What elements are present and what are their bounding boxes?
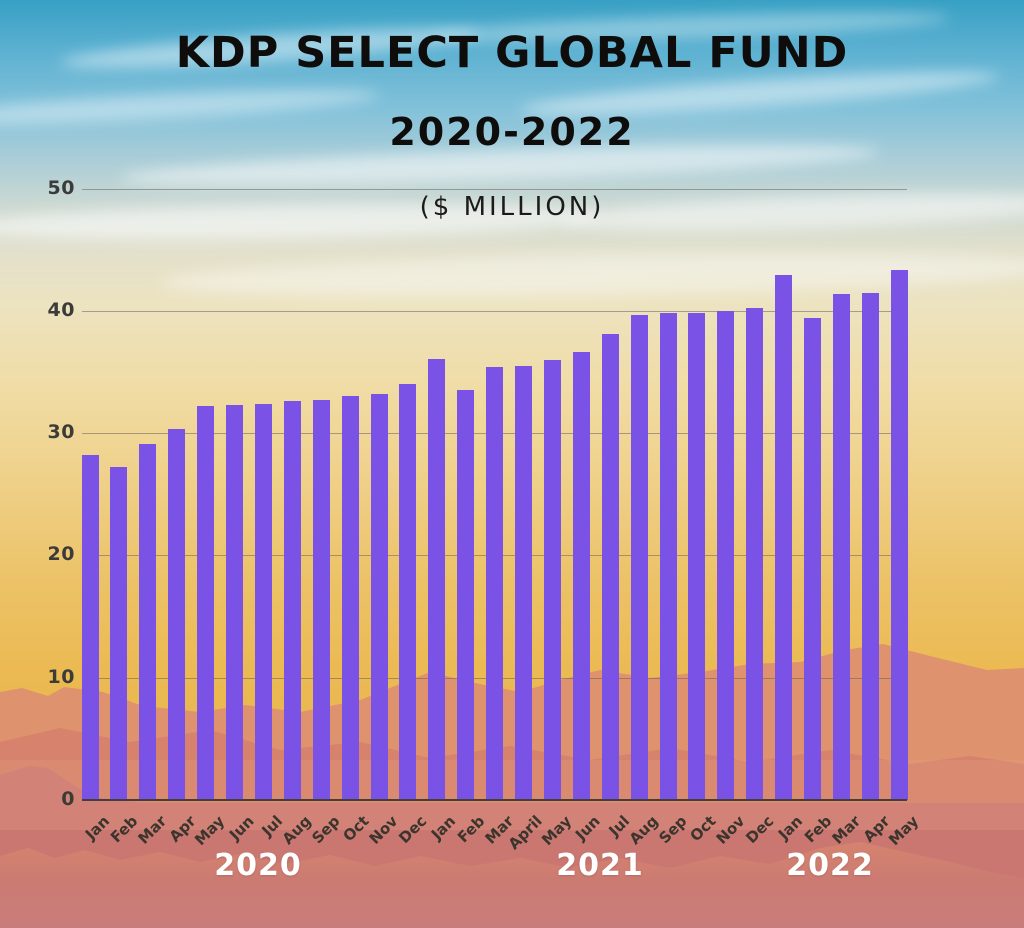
y-axis-tick-label: 40 xyxy=(47,298,75,321)
year-label-2020: 2020 xyxy=(214,848,302,883)
bar-may-4 xyxy=(197,406,215,800)
y-axis-tick-label: 30 xyxy=(47,421,75,444)
bar-may-28 xyxy=(890,270,908,800)
bar-jan-0 xyxy=(81,455,99,800)
y-axis-tick-label: 0 xyxy=(61,788,75,810)
chart-units-label: ($ MILLION) xyxy=(419,192,605,222)
bar-sep-20 xyxy=(659,313,677,800)
chart-title: KDP SELECT GLOBAL FUND xyxy=(175,28,849,78)
bar-jul-18 xyxy=(601,334,619,800)
bar-jun-17 xyxy=(572,352,590,800)
mountain-tree-ridge xyxy=(0,842,1024,928)
bar-aug-19 xyxy=(630,314,648,800)
bar-jul-6 xyxy=(254,403,272,800)
bar-sep-8 xyxy=(312,400,330,800)
year-label-2021: 2021 xyxy=(556,848,644,883)
bar-nov-10 xyxy=(370,394,388,800)
bar-april-15 xyxy=(515,365,532,800)
bar-oct-9 xyxy=(341,396,359,800)
y-axis-tick-label: 10 xyxy=(47,665,75,688)
bar-mar-2 xyxy=(139,444,157,800)
bar-dec-11 xyxy=(399,384,417,800)
bar-dec-23 xyxy=(746,308,764,800)
y-axis-tick-label: 50 xyxy=(47,176,75,199)
chart-subtitle: 2020-2022 xyxy=(389,110,635,154)
bar-mar-14 xyxy=(486,367,504,800)
bar-feb-1 xyxy=(110,467,128,800)
bar-oct-21 xyxy=(688,313,706,800)
bar-aug-7 xyxy=(283,401,301,800)
bar-nov-22 xyxy=(717,310,735,800)
y-axis-tick-label: 20 xyxy=(47,543,75,566)
year-label-2022: 2022 xyxy=(786,848,874,883)
bar-feb-13 xyxy=(457,390,475,800)
gridline-y50 xyxy=(82,188,907,190)
bar-jun-5 xyxy=(226,405,243,800)
bar-jan-24 xyxy=(775,275,793,800)
gridline-y40 xyxy=(82,310,907,312)
bar-jan-12 xyxy=(428,358,446,800)
bar-apr-3 xyxy=(168,429,186,800)
bar-mar-26 xyxy=(832,293,850,800)
x-axis-line xyxy=(82,799,907,801)
bar-apr-27 xyxy=(861,292,879,800)
bar-feb-25 xyxy=(804,318,821,800)
bar-may-16 xyxy=(543,359,561,800)
